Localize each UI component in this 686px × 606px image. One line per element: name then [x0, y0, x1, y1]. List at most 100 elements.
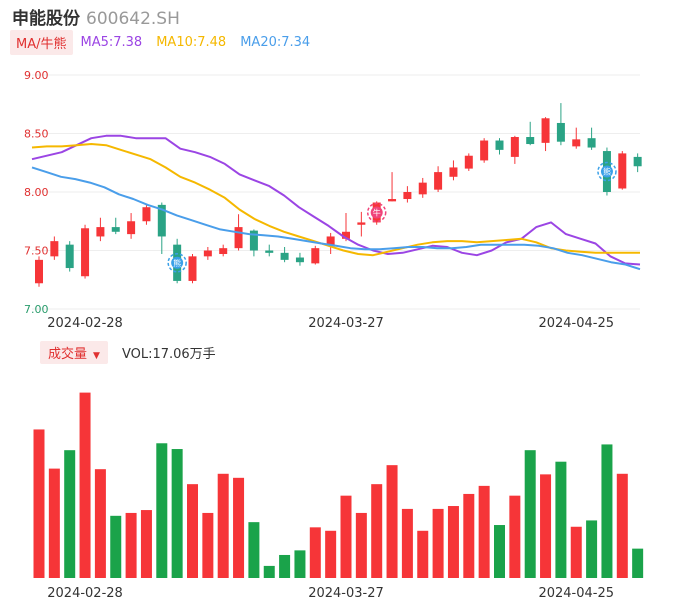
caret-down-icon: ▼: [93, 350, 100, 361]
volume-bar: [632, 548, 644, 578]
x-tick-label: 2024-04-25: [538, 586, 614, 601]
ma20-line: [31, 166, 641, 271]
volume-bar: [110, 515, 122, 578]
bull-bear-markers: 熊牛熊: [167, 161, 617, 273]
volume-bar: [156, 443, 168, 578]
volume-bar: [263, 565, 275, 578]
volume-bar: [33, 429, 45, 578]
candle-body: [418, 182, 427, 195]
candle-body: [434, 172, 443, 190]
candle-body: [510, 137, 519, 157]
volume-bar: [371, 484, 383, 578]
volume-bar: [509, 495, 521, 578]
volume-bar: [171, 449, 183, 578]
stock-code: 600642.SH: [86, 9, 180, 29]
candle-body: [556, 122, 565, 142]
volume-indicator-dropdown[interactable]: 成交量 ▼: [40, 340, 108, 364]
marker-label: 牛: [373, 207, 381, 217]
stock-name: 申能股份: [12, 9, 80, 29]
candle-body: [219, 248, 228, 255]
volume-bar: [325, 530, 337, 578]
candle-body: [96, 227, 105, 237]
candle-body: [65, 244, 74, 269]
volume-bar: [478, 485, 490, 578]
price-grid: [32, 74, 640, 310]
title-row: 申能股份 600642.SH: [12, 4, 180, 29]
candle-body: [495, 140, 504, 150]
y-tick-label: 9.00: [24, 69, 49, 82]
volume-bar: [279, 554, 291, 578]
ma20-legend: MA20:7.34: [240, 34, 311, 50]
ma5-legend: MA5:7.38: [80, 34, 143, 50]
volume-bar: [616, 473, 628, 578]
candle-body: [480, 140, 489, 161]
ma10-legend: MA10:7.48: [156, 34, 227, 50]
candle-body: [234, 227, 243, 249]
volume-bar: [64, 450, 76, 578]
ma-indicator-toggle[interactable]: MA/牛熊: [10, 29, 73, 55]
price-x-axis: 2024-02-28 2024-03-27 2024-04-25: [47, 316, 614, 331]
candle-body: [541, 118, 550, 143]
candle-body: [464, 155, 473, 169]
volume-bar: [447, 506, 459, 578]
volume-bar: [586, 520, 598, 578]
marker-ring: [167, 253, 187, 273]
x-tick-label: 2024-03-27: [308, 586, 384, 601]
volume-bar: [309, 527, 321, 578]
candle-body: [142, 207, 151, 222]
volume-bar: [94, 469, 106, 578]
x-tick-label: 2024-03-27: [308, 316, 384, 331]
marker-ring: [597, 161, 617, 182]
candle-body: [81, 228, 90, 277]
marker-dot: [171, 256, 184, 269]
candle-body: [633, 156, 642, 167]
x-tick-label: 2024-02-28: [47, 586, 123, 601]
marker-dot: [370, 206, 383, 219]
ma10-line: [31, 143, 640, 257]
volume-bar: [432, 508, 444, 578]
volume-bar: [570, 526, 582, 578]
candle-body: [295, 257, 304, 263]
volume-bar: [601, 444, 613, 578]
y-tick-label: 7.00: [24, 303, 49, 316]
marker-ring: [366, 202, 387, 223]
candle-body: [203, 250, 212, 257]
y-tick-label: 8.00: [24, 186, 49, 199]
candle-body: [249, 230, 258, 251]
volume-bar: [355, 512, 367, 578]
candle-body: [265, 250, 274, 253]
volume-bar: [79, 392, 91, 578]
y-tick-label: 7.50: [24, 245, 49, 258]
volume-bar: [48, 468, 60, 578]
volume-bar: [140, 510, 152, 578]
volume-legend: 成交量 ▼ VOL:17.06万手: [40, 340, 216, 364]
ma5-line: [31, 134, 641, 266]
candle-body: [342, 231, 350, 239]
volume-value: VOL:17.06万手: [121, 346, 216, 362]
volume-bar: [340, 495, 352, 578]
volume-bar: [217, 473, 229, 578]
volume-indicator-label: 成交量: [48, 346, 88, 362]
candle-body: [618, 153, 627, 189]
candle-body: [127, 221, 136, 235]
y-tick-label: 8.50: [24, 128, 49, 141]
candle-body: [403, 192, 412, 200]
candle-body: [572, 139, 581, 147]
candlestick-series: [35, 103, 642, 287]
ma-legend: MA/牛熊 MA5:7.38 MA10:7.48 MA20:7.34: [10, 29, 324, 55]
candle-body: [157, 204, 166, 237]
candle-body: [280, 252, 289, 260]
volume-bar: [187, 484, 198, 578]
volume-x-axis: 2024-02-28 2024-03-27 2024-04-25: [47, 586, 614, 601]
volume-bar: [202, 512, 214, 578]
candle-body: [188, 256, 197, 281]
x-tick-label: 2024-04-25: [538, 316, 614, 331]
candle-body: [388, 199, 397, 202]
moving-average-lines: [31, 134, 641, 271]
volume-bar: [248, 522, 260, 578]
candle-body: [35, 259, 43, 284]
bull-marker-icon: 牛: [366, 202, 387, 223]
candle-body: [449, 167, 458, 177]
marker-dot: [600, 165, 613, 178]
